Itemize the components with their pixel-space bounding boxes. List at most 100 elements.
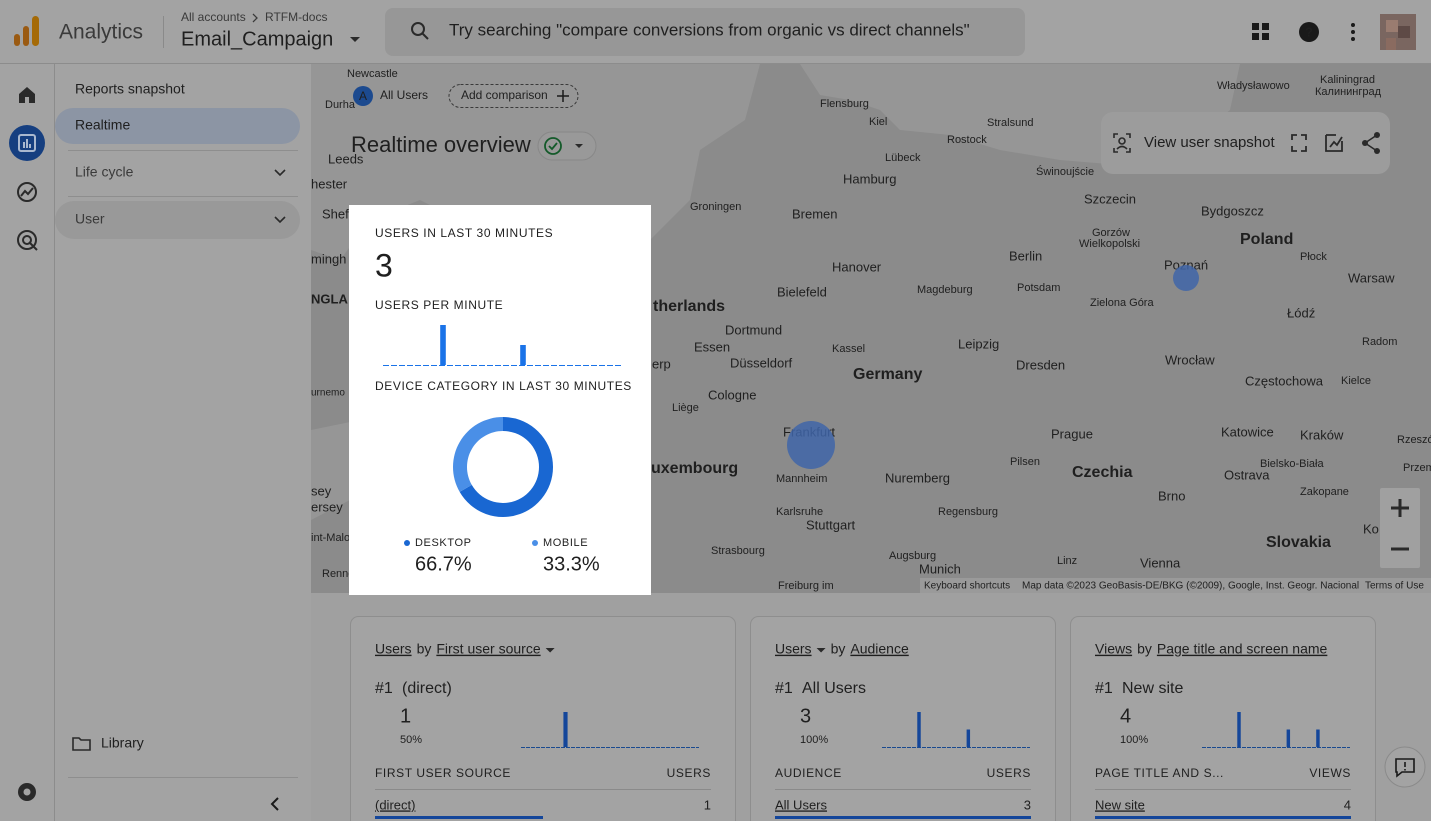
map-city-label: Wrocław [1165, 352, 1215, 367]
row-label[interactable]: New site [1095, 797, 1145, 812]
donut-segment[interactable] [453, 417, 503, 492]
map-footer-link[interactable]: Keyboard shortcuts [924, 581, 1010, 592]
advertising-icon[interactable] [17, 230, 38, 251]
map-city-label: Augsburg [889, 550, 936, 562]
title-dropdown[interactable] [545, 648, 555, 653]
map-bubble[interactable] [1173, 265, 1199, 291]
card-title-part[interactable]: Views [1095, 641, 1132, 657]
rank: #1 [1095, 680, 1113, 697]
card-title-part[interactable]: Page title and screen name [1157, 641, 1328, 657]
more-icon[interactable] [1351, 23, 1355, 41]
column-header: USERS [667, 766, 711, 780]
map-city-label: Władysławowo [1217, 80, 1290, 92]
map-city-label: Groningen [690, 201, 741, 213]
map-city-label: Newcastle [347, 68, 398, 80]
customize-icon[interactable] [1325, 134, 1343, 152]
add-comparison-chip[interactable] [448, 84, 579, 108]
breadcrumb-account[interactable]: All accounts [181, 10, 246, 24]
map-city-label: Stralsund [987, 117, 1033, 129]
settings-icon[interactable] [18, 783, 36, 801]
legend-label: MOBILE [543, 537, 588, 549]
share-bar [1095, 816, 1351, 819]
map-city-label: Shef [322, 206, 349, 221]
help-icon[interactable]: ? [1299, 22, 1319, 42]
map-city-label: Munich [919, 561, 961, 576]
map-bubble[interactable] [787, 421, 835, 469]
feedback-button[interactable] [1384, 746, 1426, 788]
map-city-label: Wielkopolski [1079, 238, 1140, 250]
reports-icon[interactable] [9, 125, 45, 161]
bar [440, 325, 446, 365]
device-legend: DESKTOP 66.7% MOBILE 33.3% [404, 537, 600, 575]
map-city-label: Nuremberg [885, 470, 950, 485]
row-label[interactable]: All Users [775, 797, 828, 812]
map-attribution: Map data ©2023 GeoBasis-DE/BKG (©2009), … [1022, 581, 1359, 592]
map-city-label: Leeds [328, 151, 364, 166]
nav-heading[interactable]: Reports snapshot [75, 81, 185, 97]
search-box[interactable] [385, 8, 1025, 56]
bar [1316, 729, 1320, 747]
bar [520, 345, 526, 365]
map-city-label: Leipzig [958, 336, 999, 351]
add-comparison[interactable]: Add comparison [461, 88, 548, 102]
card-title-part: by [417, 641, 432, 657]
library-icon [72, 737, 91, 751]
row-value: 1 [704, 797, 711, 812]
title-dropdown[interactable] [816, 648, 826, 653]
share-bar [375, 816, 543, 819]
side-nav [55, 64, 311, 821]
card-title-part[interactable]: Users [775, 641, 812, 657]
share-icon[interactable] [1362, 132, 1380, 154]
map-city-label: Kraków [1300, 427, 1344, 442]
map-footer-link[interactable]: Terms of Use [1365, 581, 1424, 592]
fullscreen-icon[interactable] [1291, 134, 1307, 152]
collapse-button[interactable] [270, 797, 279, 811]
card-title-part[interactable]: First user source [436, 641, 540, 657]
card-title-part[interactable]: Audience [850, 641, 909, 657]
map-city-label: Hamburg [843, 171, 896, 186]
map-city-label: Przem [1403, 462, 1431, 474]
map-city-label: Essen [694, 339, 730, 354]
map-city-label: Düsseldorf [730, 355, 793, 370]
segment-name[interactable]: All Users [380, 88, 428, 102]
top-share: 100% [1120, 734, 1148, 746]
row-label[interactable]: (direct) [375, 797, 415, 812]
top-value: 4 [1120, 705, 1131, 727]
map-city-label: Renne [322, 568, 354, 580]
breadcrumb-property[interactable]: RTFM-docs [265, 10, 327, 24]
apps-icon[interactable] [1252, 23, 1269, 40]
report-card [1070, 616, 1376, 821]
top-value: 1 [400, 705, 411, 727]
library-link[interactable]: Library [101, 735, 144, 751]
svg-text:?: ? [1305, 24, 1313, 39]
property-name[interactable]: Email_Campaign [181, 28, 333, 50]
property-dropdown[interactable] [350, 37, 360, 42]
zoom-in[interactable] [1391, 499, 1409, 517]
map-region-label: Poland [1240, 231, 1293, 248]
map-city-label: Warsaw [1348, 270, 1395, 285]
map-city-label: Poznań [1164, 257, 1208, 272]
nav-item[interactable]: User [75, 211, 105, 227]
top-value: 3 [800, 705, 811, 727]
map-city-label: Berlin [1009, 248, 1042, 263]
status-chip[interactable] [537, 131, 597, 161]
card-title-part: by [831, 641, 846, 657]
nav-item[interactable]: Realtime [75, 117, 130, 133]
page-title: Realtime overview [351, 132, 531, 157]
map-city-label: sey [311, 483, 332, 498]
map-city-label: Prague [1051, 426, 1093, 441]
nav-item[interactable]: Life cycle [75, 164, 134, 180]
column-header: PAGE TITLE AND S... [1095, 766, 1224, 780]
home-icon[interactable] [19, 87, 35, 103]
donut-segment[interactable] [459, 417, 554, 517]
rank: #1 [375, 680, 393, 697]
card-title-part[interactable]: Users [375, 641, 412, 657]
column-header: AUDIENCE [775, 766, 842, 780]
map-city-label: Stuttgart [806, 517, 856, 532]
snapshot-icon[interactable] [1113, 133, 1131, 153]
map-region-label: Czechia [1072, 464, 1133, 481]
explore-icon[interactable] [17, 182, 37, 202]
avatar[interactable] [1380, 14, 1416, 50]
map-city-label: Łódź [1287, 305, 1315, 320]
view-user-snapshot[interactable]: View user snapshot [1144, 134, 1275, 151]
